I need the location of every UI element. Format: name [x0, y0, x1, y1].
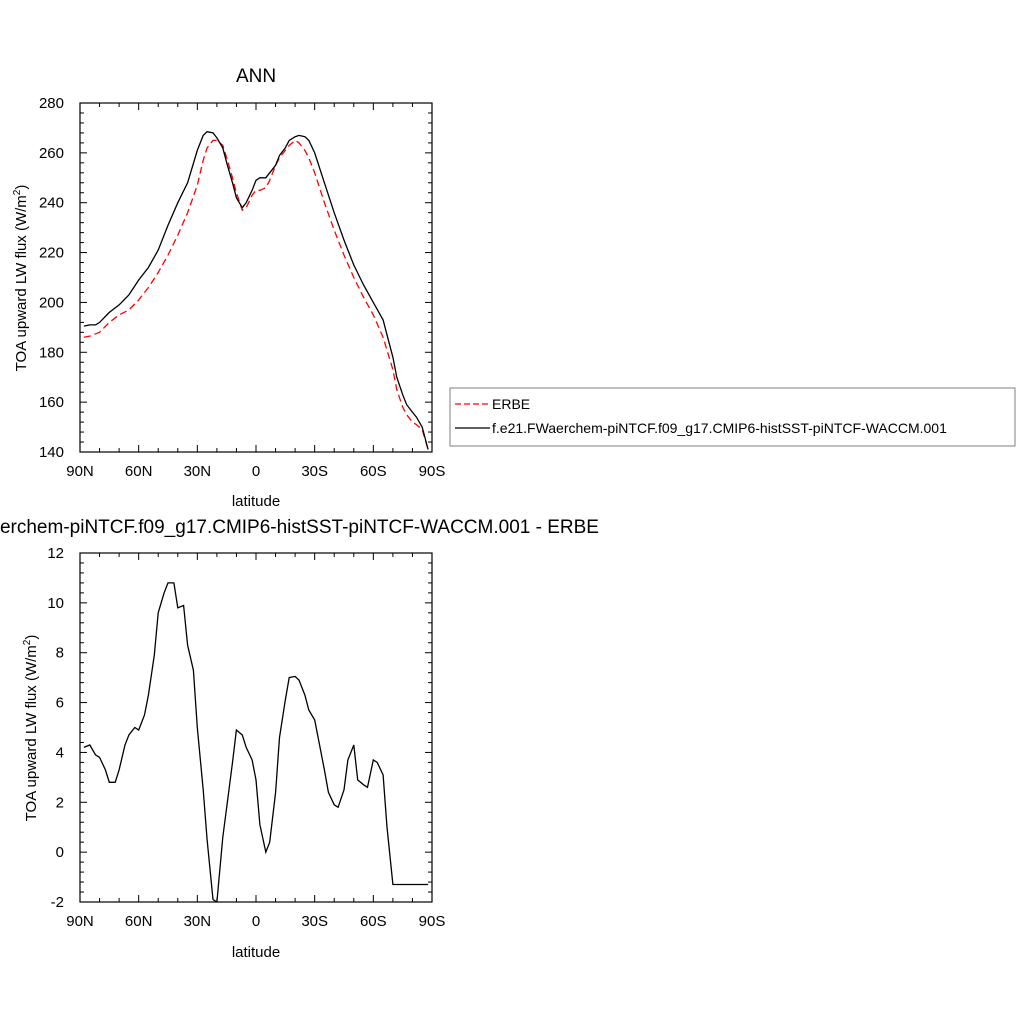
legend-label-erbe: ERBE [492, 396, 530, 412]
x-tick-label: 30S [301, 463, 328, 480]
svg-text:TOA upward LW flux (W/m2): TOA upward LW flux (W/m2) [22, 635, 40, 822]
y-axis-label: TOA upward LW flux (W/m2) [12, 185, 30, 372]
series-line-erbe [83, 139, 429, 450]
series-line-difference [83, 582, 429, 902]
y-tick-label: 220 [39, 245, 64, 262]
x-axis-label: latitude [232, 493, 280, 510]
y-tick-label: 180 [39, 344, 64, 361]
y-tick-label: 4 [56, 744, 64, 761]
difference-flux-chart: f.e21.FWaerchem-piNTCF.f09_g17.CMIP6-his… [0, 517, 599, 961]
y-tick-label: 8 [56, 645, 64, 662]
legend-box [449, 387, 1016, 447]
x-tick-label: 30N [184, 913, 212, 930]
legend-label-model: f.e21.FWaerchem-piNTCF.f09_g17.CMIP6-his… [492, 420, 947, 436]
y-tick-label: 240 [39, 195, 64, 212]
x-tick-label: 90N [66, 913, 94, 930]
y-tick-label: 10 [47, 595, 64, 612]
y-axis-label: TOA upward LW flux (W/m2) [22, 635, 40, 822]
chart-title: f.e21.FWaerchem-piNTCF.f09_g17.CMIP6-his… [0, 517, 599, 538]
y-tick-label: 12 [47, 545, 64, 562]
series-line-f-e21-fwaerchem-pintcf-f09-g17-cmip6-his [83, 130, 429, 450]
x-tick-label: 30N [184, 463, 212, 480]
x-tick-label: 0 [252, 463, 260, 480]
plot-area: 90N 60N 30N 0 30S 60S 90S -2 0 2 4 6 8 10 12 [47, 545, 445, 930]
y-tick-label: 160 [39, 394, 64, 411]
x-tick-label: 60S [360, 913, 387, 930]
y-tick-label: -2 [51, 894, 64, 911]
x-tick-label: 30S [301, 913, 328, 930]
plot-area: 90N 60N 30N 0 30S 60S 90S 140 160 180 200 220 240 260… [39, 95, 445, 480]
y-tick-label: 280 [39, 95, 64, 112]
y-tick-label: 260 [39, 145, 64, 162]
x-tick-label: 60S [360, 463, 387, 480]
y-tick-label: 200 [39, 294, 64, 311]
legend: ERBE f.e21.FWaerchem-piNTCF.f09_g17.CMIP… [449, 387, 1016, 447]
x-tick-label: 90S [419, 463, 446, 480]
svg-text:TOA upward LW flux (W/m2): TOA upward LW flux (W/m2) [12, 185, 30, 372]
y-tick-label: 0 [56, 844, 64, 861]
plot-frame [79, 102, 433, 453]
plot-frame [79, 552, 433, 903]
x-axis-label: latitude [232, 944, 280, 961]
y-tick-label: 2 [56, 794, 64, 811]
x-tick-label: 60N [125, 913, 153, 930]
y-tick-label: 6 [56, 695, 64, 712]
x-tick-label: 90S [419, 913, 446, 930]
y-tick-label: 140 [39, 444, 64, 461]
annual-flux-chart: ANN TOA upward LW flux (W/m2) latitude 9… [12, 66, 1016, 510]
x-tick-label: 60N [125, 463, 153, 480]
x-tick-label: 0 [252, 913, 260, 930]
chart-title: ANN [236, 66, 276, 87]
x-tick-label: 90N [66, 463, 94, 480]
